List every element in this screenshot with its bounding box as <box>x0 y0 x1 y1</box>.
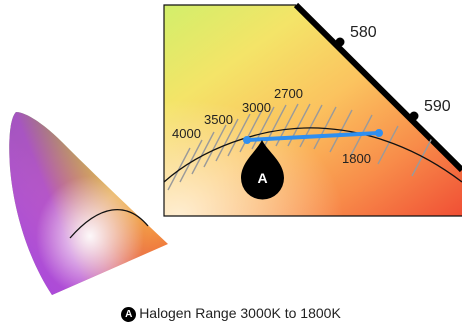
halogen-range-segment <box>243 129 383 144</box>
marker-letter: A <box>257 170 267 186</box>
isotherm-line <box>179 139 203 183</box>
isotherm-line <box>239 109 263 153</box>
cie-chromaticity-figure: 580 590 4000 3500 3000 2700 <box>9 2 462 295</box>
cct-label-1800: 1800 <box>342 151 371 166</box>
isotherm-line <box>167 147 191 191</box>
halogen-range-end-dot <box>375 129 383 137</box>
halogen-range-start-dot <box>243 136 251 144</box>
isotherm-line <box>329 109 353 153</box>
small-chromaticity-diagram <box>9 112 168 295</box>
wavelength-dot-590 <box>409 111 419 121</box>
caption-text: Halogen Range 3000K to 1800K <box>139 305 341 321</box>
marker-drop-shape <box>241 140 284 200</box>
marker-a: A <box>241 140 284 200</box>
isotherm-line <box>191 131 215 175</box>
figure-caption: A Halogen Range 3000K to 1800K <box>0 305 462 322</box>
cct-label-3000: 3000 <box>242 100 271 115</box>
halogen-range-line <box>245 131 381 142</box>
isotherm-line <box>251 106 275 150</box>
cct-label-3500: 3500 <box>204 112 233 127</box>
zoom-panel-frame <box>163 4 462 217</box>
cct-label-2700: 2700 <box>274 86 303 101</box>
cct-label-4000: 4000 <box>172 126 201 141</box>
planckian-locus <box>164 127 462 183</box>
isotherm-line <box>203 124 227 168</box>
spectral-locus-edge <box>293 2 462 173</box>
wavelength-label-580: 580 <box>350 24 377 41</box>
zoomed-chromaticity-panel: 580 590 4000 3500 3000 2700 <box>163 2 462 217</box>
isotherm-line <box>349 114 373 158</box>
wavelength-dot-580 <box>335 37 345 47</box>
isotherm-line <box>227 113 251 157</box>
isotherm-line <box>377 125 399 165</box>
wavelength-label-590: 590 <box>424 98 451 115</box>
isotherm-line <box>215 118 239 162</box>
small-planckian-locus <box>69 208 149 239</box>
isotherm-lines <box>167 103 433 191</box>
caption-badge: A <box>121 307 137 322</box>
isotherm-line <box>299 104 323 148</box>
